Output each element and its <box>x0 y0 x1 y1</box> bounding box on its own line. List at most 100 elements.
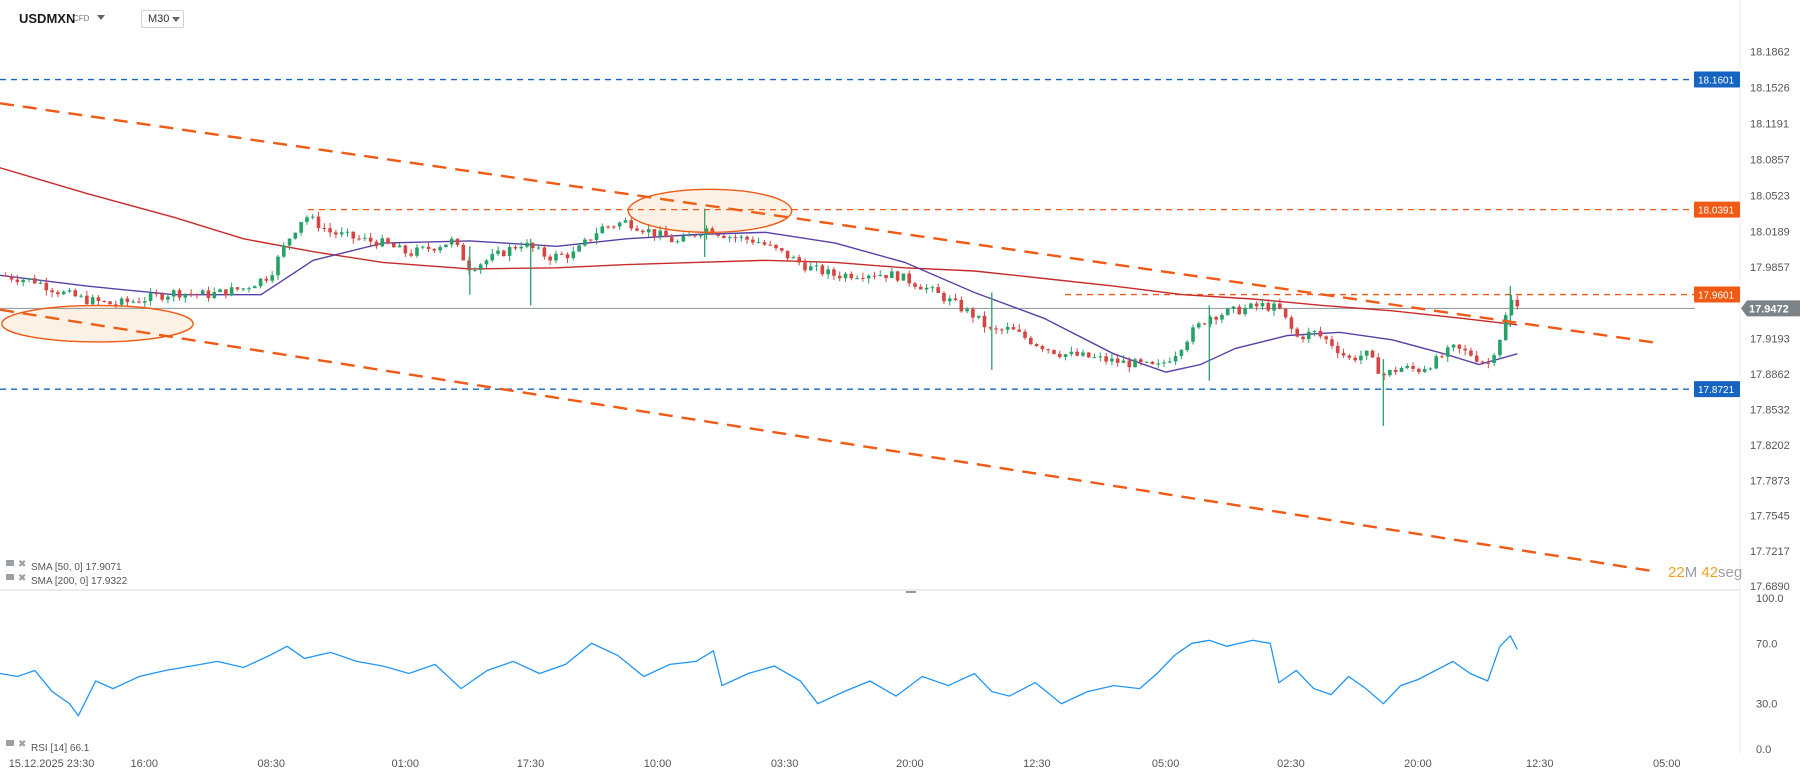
candle-body <box>1011 326 1016 330</box>
candle-body <box>751 239 755 243</box>
rsi-tick-label: 70.0 <box>1756 638 1777 650</box>
trendline <box>0 308 1654 573</box>
candle <box>1249 302 1253 310</box>
candle-body <box>768 244 773 246</box>
timeframe-select[interactable]: M30 <box>141 10 184 28</box>
candle <box>1063 353 1068 361</box>
legend-settings-icon[interactable] <box>6 560 14 566</box>
candle <box>895 270 900 283</box>
candle-body <box>1440 356 1444 358</box>
candle <box>287 238 292 251</box>
candle-body <box>415 247 419 256</box>
candle <box>1052 349 1056 355</box>
sma50-legend[interactable]: ✖ SMA [50, 0] 17.9071 <box>6 559 122 573</box>
candle-body <box>1098 356 1103 358</box>
sma200-legend[interactable]: ✖ SMA [200, 0] 17.9322 <box>6 573 128 587</box>
candle-body <box>1115 358 1120 363</box>
candle-body <box>339 232 344 235</box>
candle-body <box>681 235 686 242</box>
candle <box>1121 355 1126 363</box>
candle <box>756 237 761 244</box>
candle-body <box>722 235 726 239</box>
candle-body <box>1104 356 1108 362</box>
candle <box>1318 326 1323 339</box>
candle <box>1017 324 1022 333</box>
candle-body <box>114 304 118 306</box>
candle-body <box>15 279 20 283</box>
time-axis: 15.12.2025 23:30 16:00 08:30 01:00 17:30 10:0… <box>9 758 1681 770</box>
candle <box>357 234 361 241</box>
candle <box>114 300 118 309</box>
candle-body <box>675 241 680 243</box>
candle-body <box>513 247 518 249</box>
candle <box>1144 361 1149 364</box>
candle-body <box>270 275 274 281</box>
candle <box>976 315 981 320</box>
candle <box>496 246 500 257</box>
candle-body <box>953 298 958 300</box>
candle <box>594 228 599 245</box>
candle-body <box>820 265 825 275</box>
candle-body <box>1382 373 1386 376</box>
candle-body <box>258 278 263 287</box>
candle-body <box>154 293 159 295</box>
candle <box>930 285 935 293</box>
candle <box>907 270 912 287</box>
candle <box>328 222 332 238</box>
candle <box>258 278 263 289</box>
candle-body <box>1168 361 1172 363</box>
legend-settings-icon[interactable] <box>6 574 14 580</box>
candle-body <box>426 246 431 249</box>
symbol-label[interactable]: USDMXN <box>19 11 76 26</box>
candle <box>710 226 715 235</box>
candle <box>502 249 506 257</box>
candle <box>635 225 639 232</box>
candle-body <box>1196 323 1201 328</box>
candle-body <box>808 266 813 271</box>
price-tick-label: 18.1526 <box>1750 83 1790 95</box>
legend-settings-icon[interactable] <box>6 740 14 746</box>
candle <box>21 278 25 287</box>
candle <box>1480 360 1485 365</box>
candle <box>1005 322 1010 334</box>
candle <box>1486 357 1491 369</box>
candle-body <box>577 245 581 252</box>
candle-body <box>212 292 217 298</box>
candle <box>814 261 819 272</box>
candle <box>646 223 651 238</box>
candle <box>67 287 72 293</box>
price-tick-label: 17.9857 <box>1750 262 1790 274</box>
rsi-tick-label: 30.0 <box>1756 699 1777 711</box>
candle <box>1185 340 1189 353</box>
candle <box>1324 335 1328 344</box>
candle <box>1225 307 1230 316</box>
candle-body <box>224 289 228 296</box>
candle-body <box>1173 355 1178 362</box>
candle <box>1312 330 1317 337</box>
candle <box>751 236 755 245</box>
symbol-dropdown-icon[interactable] <box>97 15 105 20</box>
candle-body <box>1295 328 1300 337</box>
candle-body <box>548 256 552 261</box>
candle <box>1330 335 1334 349</box>
rsi-legend[interactable]: ✖ RSI [14] 66.1 <box>6 739 90 754</box>
candle <box>229 282 234 297</box>
countdown-seconds: 42 <box>1701 564 1718 581</box>
candle-body <box>310 216 315 218</box>
candle-body <box>930 287 935 289</box>
level-tag <box>1694 71 1740 88</box>
candle-body <box>641 230 645 233</box>
candle <box>3 272 8 277</box>
candle-body <box>1034 344 1039 347</box>
candle <box>27 277 31 283</box>
candle-body <box>119 298 124 305</box>
legend-close-icon[interactable]: ✖ <box>18 559 26 570</box>
candle <box>218 288 222 293</box>
candle-body <box>253 286 257 289</box>
legend-close-icon[interactable]: ✖ <box>18 739 26 750</box>
candle-body <box>756 242 761 244</box>
legend-close-icon[interactable]: ✖ <box>18 573 26 584</box>
candle-body <box>1086 352 1091 358</box>
price-tick-label: 17.7217 <box>1750 546 1790 558</box>
